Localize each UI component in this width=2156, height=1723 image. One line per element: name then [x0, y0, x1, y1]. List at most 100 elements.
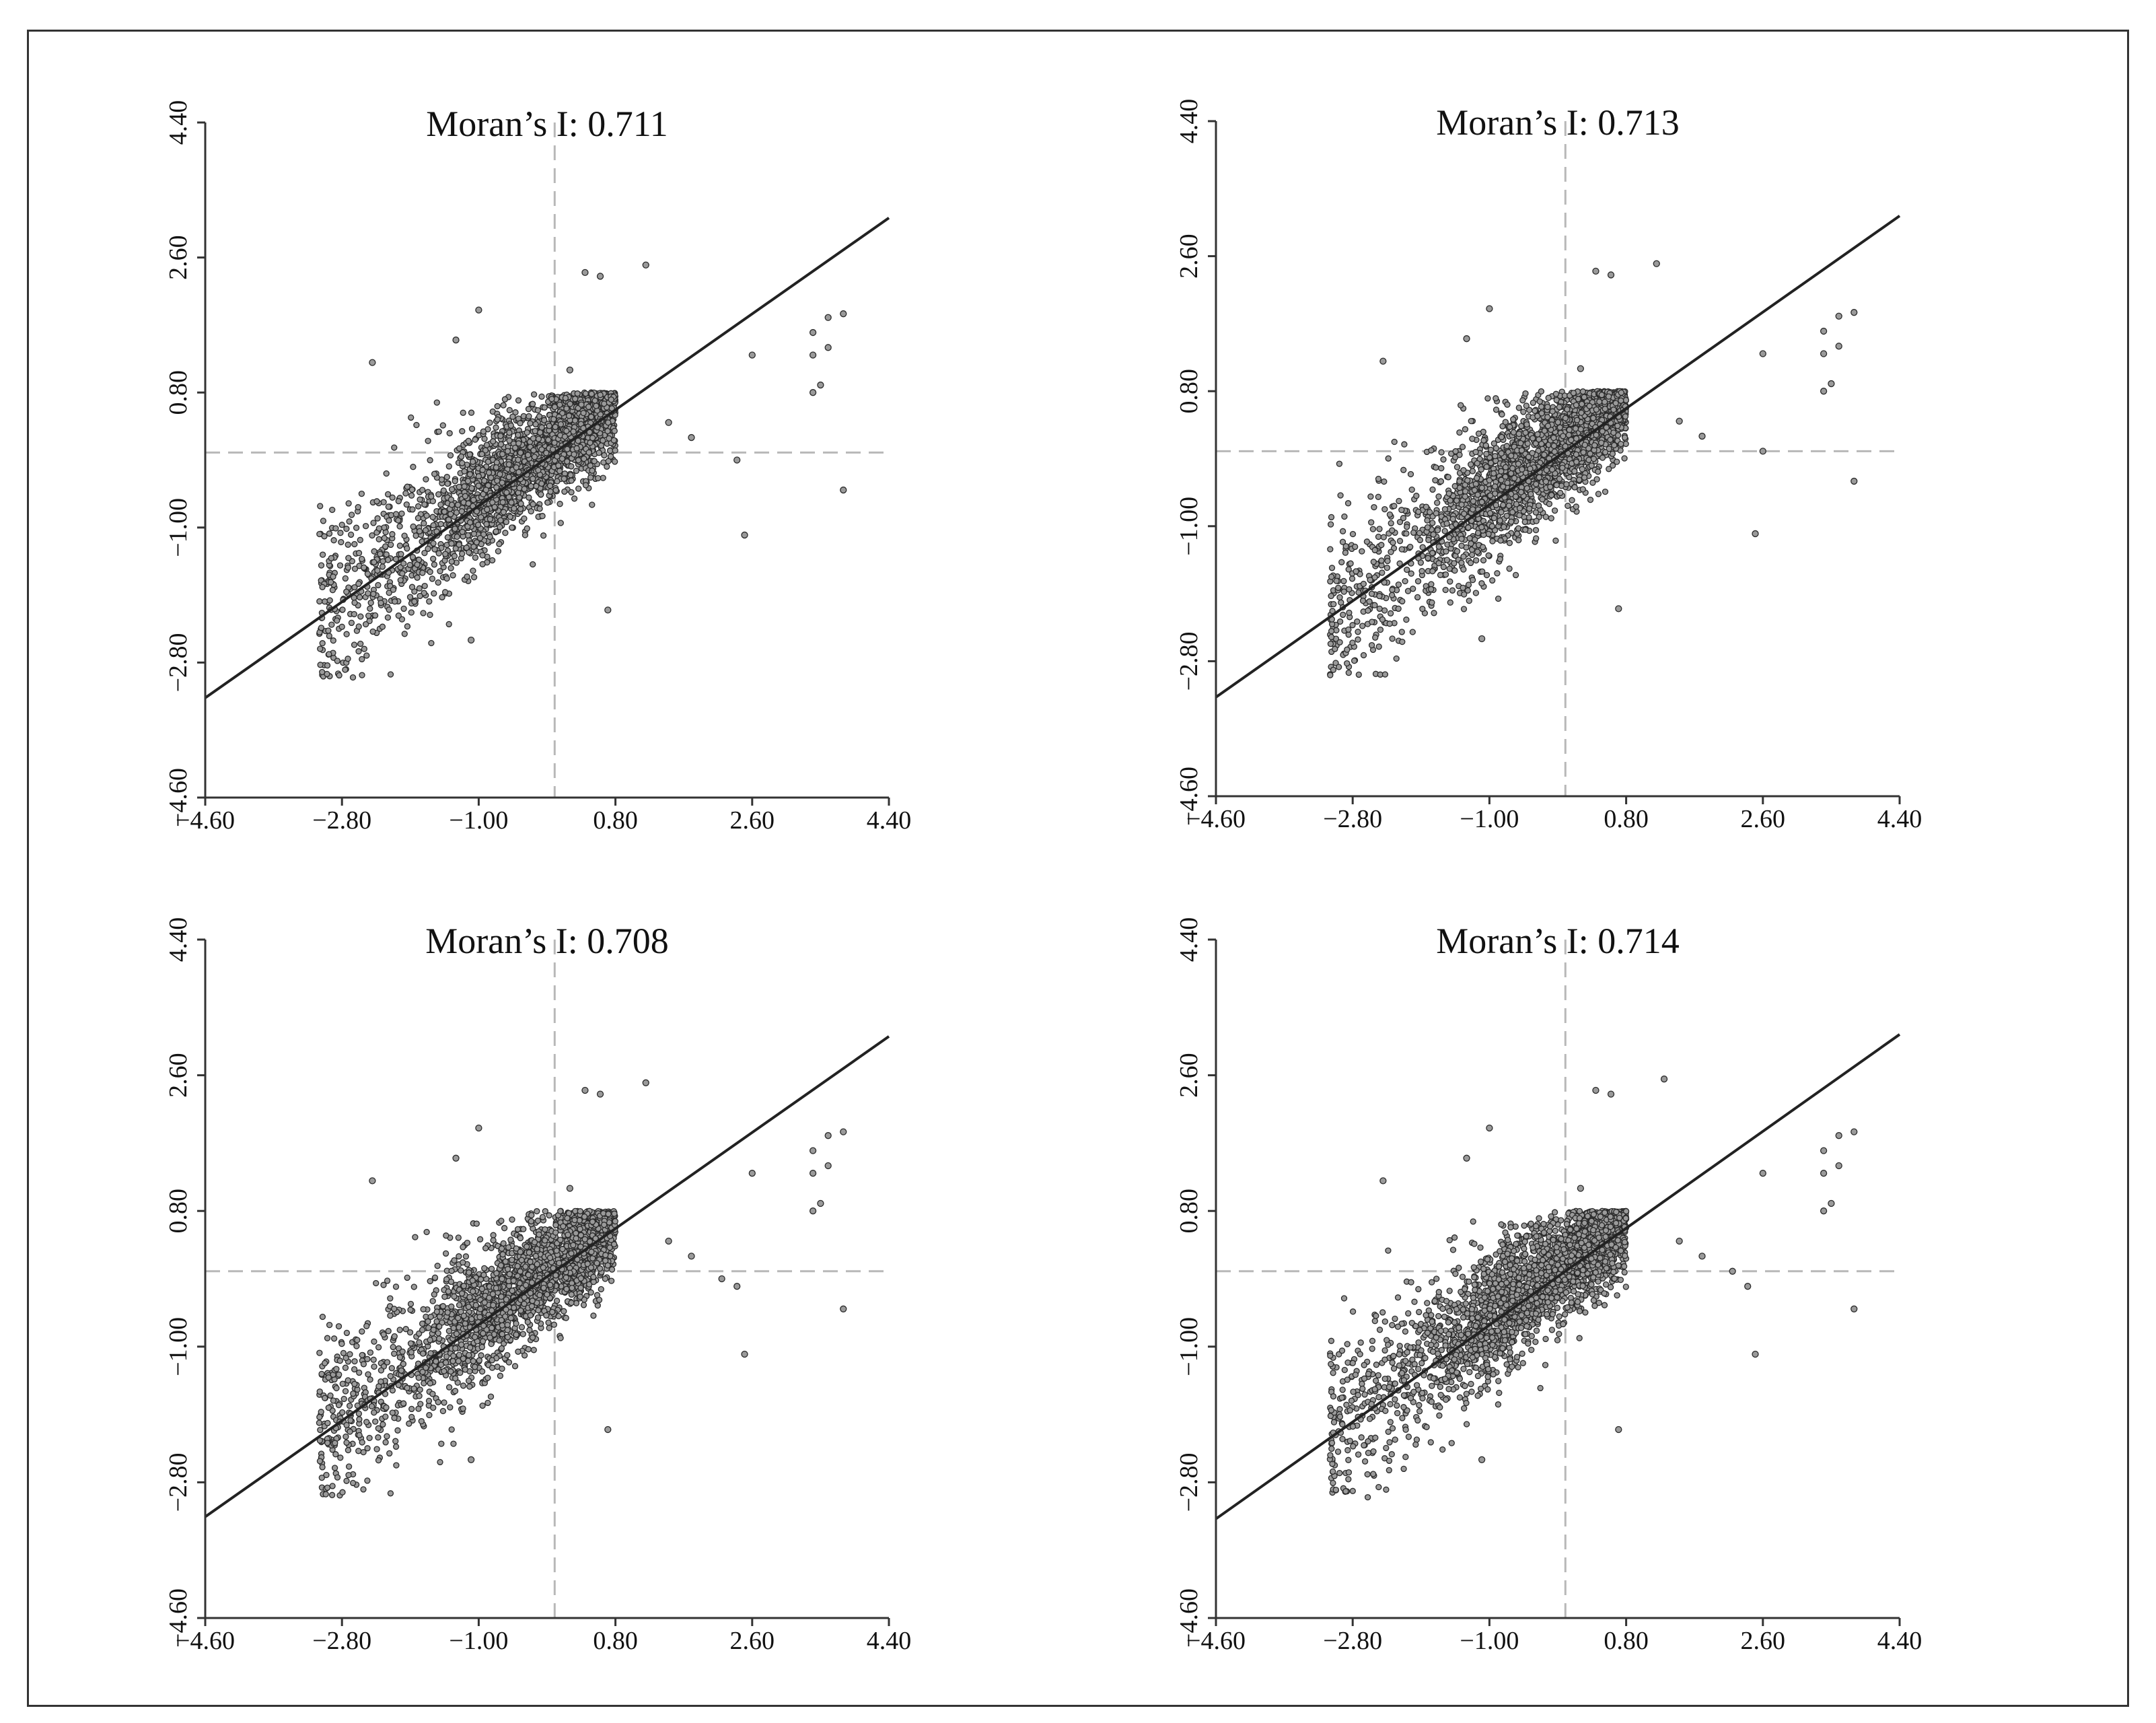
scatter-point: [1460, 566, 1467, 573]
scatter-point: [459, 551, 466, 557]
scatter-point: [479, 552, 486, 559]
scatter-points: [1327, 260, 1858, 678]
scatter-point: [741, 531, 748, 539]
scatter-point: [389, 494, 396, 501]
scatter-point: [459, 428, 466, 435]
scatter-point: [581, 455, 587, 462]
scatter-point: [1385, 455, 1392, 462]
scatter-point: [600, 474, 606, 481]
scatter-point: [1579, 388, 1587, 395]
scatter-point: [383, 470, 390, 477]
scatter-point: [446, 430, 453, 437]
scatter-point: [317, 645, 324, 652]
scatter-point: [423, 476, 429, 483]
scatter-point: [375, 582, 382, 589]
scatter-point: [330, 637, 336, 644]
scatter-point: [604, 427, 611, 435]
scatter-point: [326, 530, 333, 537]
scatter-point: [1549, 408, 1556, 415]
scatter-point: [465, 437, 472, 444]
scatter-point: [516, 485, 523, 491]
scatter-point: [535, 466, 542, 474]
scatter-point: [444, 534, 451, 541]
scatter-point: [541, 404, 548, 411]
scatter-point: [1487, 446, 1495, 453]
scatter-point: [1509, 465, 1516, 472]
scatter-point: [1515, 536, 1522, 544]
scatter-point: [568, 463, 575, 470]
scatter-point: [497, 433, 504, 439]
scatter-point: [546, 423, 552, 429]
scatter-point: [489, 557, 496, 564]
scatter-point: [1442, 571, 1449, 578]
scatter-point: [358, 490, 365, 497]
scatter-point: [733, 456, 741, 464]
scatter-point: [1609, 450, 1616, 457]
scatter-point: [481, 477, 488, 484]
scatter-point: [401, 631, 408, 637]
scatter-point: [369, 628, 376, 635]
scatter-point: [437, 567, 443, 575]
scatter-point: [665, 419, 672, 426]
scatter-point: [1408, 486, 1415, 493]
scatter-point: [479, 466, 486, 473]
scatter-point: [556, 468, 563, 474]
scatter-point: [415, 515, 422, 522]
scatter-point: [318, 562, 325, 569]
scatter-point: [1375, 493, 1381, 500]
scatter-point: [369, 359, 376, 366]
scatter-point: [342, 666, 349, 673]
scatter-point: [1424, 517, 1431, 524]
scatter-point: [1548, 491, 1555, 499]
scatter-point: [361, 645, 367, 652]
scatter-point: [351, 584, 358, 591]
scatter-point: [1548, 515, 1554, 522]
y-tick-label: 2.60: [164, 235, 192, 280]
scatter-point: [490, 438, 497, 445]
scatter-point: [430, 522, 437, 529]
scatter-point: [466, 451, 473, 458]
scatter-point: [406, 594, 414, 600]
scatter-point: [1376, 592, 1383, 600]
scatter-point: [1493, 501, 1499, 509]
scatter-point: [1399, 638, 1406, 645]
scatter-point: [601, 452, 608, 459]
scatter-point: [328, 621, 335, 628]
scatter-point: [1505, 502, 1513, 509]
scatter-point: [1499, 411, 1505, 418]
scatter-point: [1354, 618, 1361, 625]
scatter-point: [337, 530, 344, 536]
scatter-point: [1521, 518, 1528, 526]
scatter-point: [467, 636, 475, 644]
scatter-point: [416, 585, 423, 592]
scatter-point: [483, 442, 491, 448]
scatter-point: [452, 525, 458, 532]
scatter-point: [1349, 530, 1357, 538]
scatter-point: [1400, 466, 1407, 473]
scatter-point: [384, 614, 392, 621]
scatter-point: [362, 522, 369, 530]
scatter-point: [334, 617, 340, 624]
scatter-point: [1456, 429, 1463, 436]
scatter-point: [589, 501, 596, 508]
scatter-point: [428, 493, 435, 500]
scatter-point: [421, 520, 427, 527]
scatter-point: [1483, 571, 1490, 579]
scatter-point: [511, 444, 519, 452]
scatter-point: [591, 397, 598, 404]
scatter-point: [1429, 520, 1436, 526]
scatter-point: [343, 588, 350, 595]
scatter-point: [454, 533, 460, 540]
scatter-point: [463, 544, 470, 551]
scatter-point: [369, 532, 375, 539]
scatter-point: [567, 472, 574, 479]
scatter-point: [538, 491, 544, 498]
scatter-point: [332, 525, 339, 532]
scatter-point: [414, 574, 421, 581]
scatter-point: [1466, 535, 1473, 542]
scatter-point: [512, 409, 519, 416]
scatter-point: [500, 402, 507, 409]
scatter-point: [420, 610, 427, 617]
scatter-point: [465, 500, 472, 507]
scatter-point: [1524, 440, 1531, 447]
